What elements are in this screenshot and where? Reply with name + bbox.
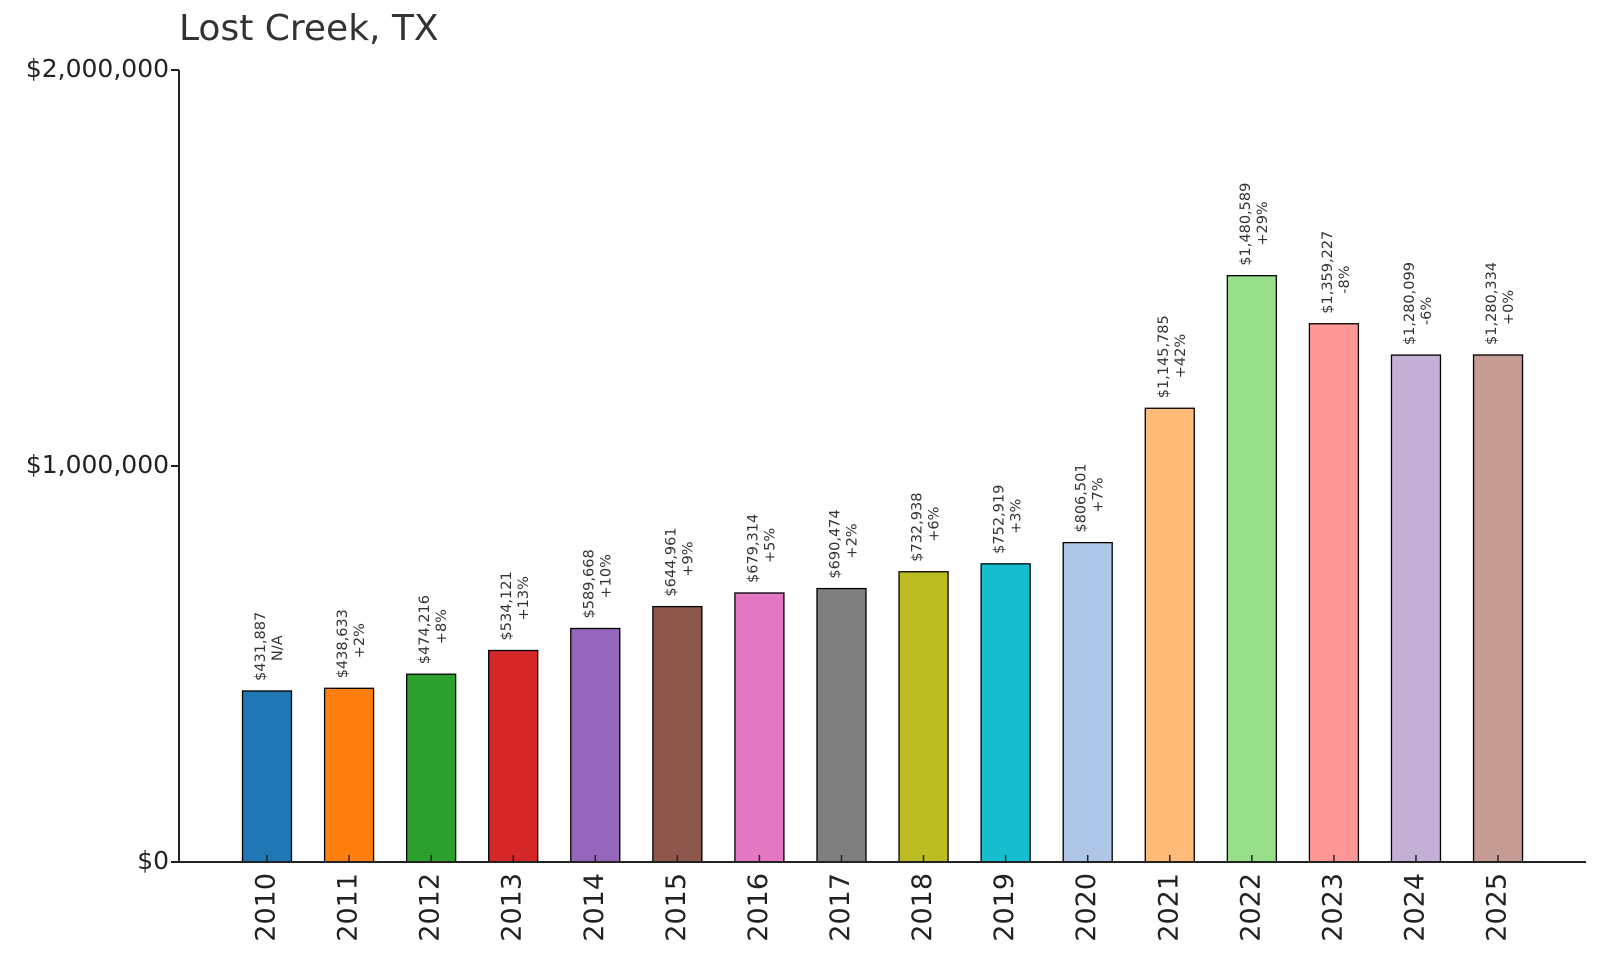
bar-label-group-2021: $1,145,785 +42% — [1156, 315, 1189, 398]
bar-value-label: $732,938 — [910, 493, 926, 562]
bar-label-group-2011: $438,633 +2% — [335, 609, 368, 678]
bar-2014 — [570, 627, 621, 863]
bar-2023 — [1308, 323, 1360, 863]
bar-change-label: +2% — [844, 523, 860, 558]
bar-label-group-2014: $589,668 +10% — [581, 549, 614, 618]
bar-value-label: $474,216 — [417, 595, 433, 664]
bar-change-label: +9% — [680, 541, 696, 576]
bar-value-label: $431,887 — [253, 612, 269, 681]
bar-2015 — [652, 605, 703, 863]
bar-value-label: $438,633 — [335, 609, 351, 678]
bar-change-label: +29% — [1255, 201, 1271, 245]
bar-change-label: +3% — [1009, 499, 1025, 534]
bar-labels-layer: $431,887 N/A $438,633 +2% $474,216 +8% $534,12… — [253, 183, 1517, 681]
y-tick-label: $2,000,000 — [26, 54, 169, 83]
bar-value-label: $679,314 — [745, 514, 761, 583]
x-tick-label-2010: 2010 — [251, 873, 282, 942]
x-axis-ticks: 2010 2011 2012 2013 2014 2015 2016 2017 2018 2019… — [251, 855, 1513, 942]
bar-value-label: $1,480,589 — [1238, 183, 1254, 266]
bar-change-label: +5% — [762, 528, 778, 563]
bar-2022 — [1226, 275, 1277, 863]
bar-change-label: +42% — [1173, 334, 1189, 378]
bar-value-label: $589,668 — [581, 549, 597, 618]
chart-title: Lost Creek, TX — [179, 8, 439, 49]
bar-label-group-2016: $679,314 +5% — [745, 514, 778, 583]
bar-2016 — [734, 592, 785, 863]
x-tick-label-2012: 2012 — [415, 873, 446, 942]
bar-2010 — [241, 690, 293, 863]
x-tick-label-2020: 2020 — [1071, 873, 1102, 942]
bar-label-group-2019: $752,919 +3% — [992, 485, 1025, 554]
bar-change-label: +2% — [352, 623, 368, 658]
y-axis-ticks: $0 $1,000,000 $2,000,000 — [26, 54, 179, 875]
bar-label-group-2024: $1,280,099 -6% — [1402, 262, 1435, 345]
x-tick-label-2021: 2021 — [1153, 873, 1184, 942]
x-tick-label-2025: 2025 — [1482, 873, 1513, 942]
bar-change-label: +6% — [927, 507, 943, 542]
bar-change-label: +7% — [1091, 477, 1107, 512]
bar-change-label: +8% — [434, 609, 450, 644]
y-tick-label: $0 — [137, 846, 169, 875]
x-tick-label-2023: 2023 — [1317, 873, 1348, 942]
bar-label-group-2013: $534,121 +13% — [499, 571, 532, 640]
bar-2013 — [488, 649, 539, 863]
bar-value-label: $1,145,785 — [1156, 315, 1172, 398]
bar-label-group-2020: $806,501 +7% — [1074, 463, 1107, 532]
bar-label-group-2012: $474,216 +8% — [417, 595, 450, 664]
bar-change-label: +13% — [516, 576, 532, 620]
bar-label-group-2022: $1,480,589 +29% — [1238, 183, 1271, 266]
x-tick-label-2014: 2014 — [579, 873, 610, 942]
x-tick-label-2011: 2011 — [333, 873, 364, 942]
x-tick-label-2019: 2019 — [989, 873, 1020, 942]
y-tick-label: $1,000,000 — [26, 450, 169, 479]
x-tick-label-2017: 2017 — [825, 873, 856, 942]
bar-2025 — [1472, 354, 1524, 863]
bar-value-label: $534,121 — [499, 571, 515, 640]
x-tick-label-2024: 2024 — [1399, 873, 1430, 942]
x-tick-label-2022: 2022 — [1235, 873, 1266, 942]
bar-2021 — [1144, 407, 1195, 863]
bar-value-label: $644,961 — [663, 527, 679, 596]
bar-2011 — [323, 687, 375, 863]
bars-layer — [241, 275, 1524, 863]
x-tick-label-2016: 2016 — [743, 873, 774, 942]
bar-label-group-2015: $644,961 +9% — [663, 527, 696, 596]
bar-value-label: $1,280,334 — [1484, 262, 1500, 345]
bar-2019 — [980, 563, 1031, 863]
bar-2017 — [816, 587, 867, 863]
bar-2012 — [405, 673, 457, 863]
bar-value-label: $806,501 — [1074, 463, 1090, 532]
bar-value-label: $1,280,099 — [1402, 262, 1418, 345]
bar-2020 — [1062, 541, 1113, 863]
bar-change-label: -6% — [1419, 297, 1435, 325]
x-tick-label-2018: 2018 — [907, 873, 938, 942]
bar-value-label: $1,359,227 — [1320, 231, 1336, 314]
bar-value-label: $690,474 — [827, 509, 843, 578]
bar-label-group-2018: $732,938 +6% — [910, 493, 943, 562]
bar-label-group-2023: $1,359,227 -8% — [1320, 231, 1353, 314]
bar-change-label: -8% — [1337, 265, 1353, 293]
bar-change-label: N/A — [270, 635, 286, 661]
bar-change-label: +10% — [598, 554, 614, 598]
bar-label-group-2017: $690,474 +2% — [827, 509, 860, 578]
bar-label-group-2010: $431,887 N/A — [253, 612, 286, 681]
bar-2024 — [1390, 354, 1442, 863]
bar-2018 — [898, 571, 949, 863]
bar-label-group-2025: $1,280,334 +0% — [1484, 262, 1517, 345]
bar-value-label: $752,919 — [992, 485, 1008, 554]
x-tick-label-2015: 2015 — [661, 873, 692, 942]
bar-change-label: +0% — [1501, 290, 1517, 325]
x-tick-label-2013: 2013 — [497, 873, 528, 942]
